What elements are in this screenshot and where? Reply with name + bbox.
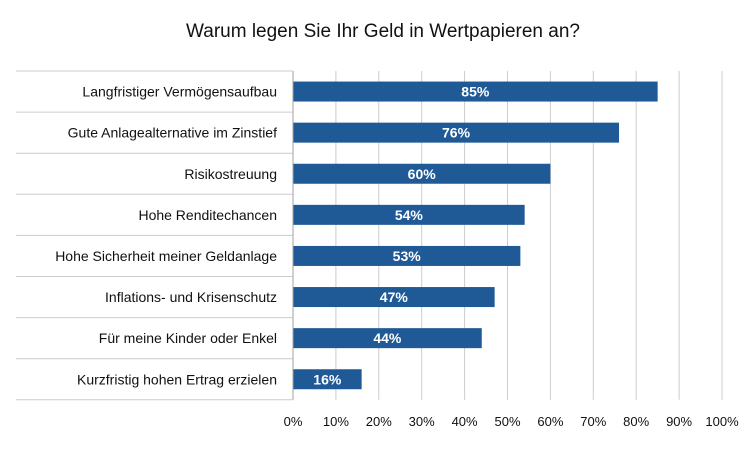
bar: [293, 369, 362, 390]
value-labels: 85% 76% 60% 54% 53% 47% 44% 16%: [313, 84, 490, 388]
category-label: Gute Anlagealternative im Zinstief: [68, 125, 277, 141]
category-label: Langfristiger Vermögensaufbau: [82, 84, 277, 100]
x-tick-label: 0%: [284, 414, 303, 429]
bar: [293, 245, 521, 266]
x-tick-labels: 0% 10% 20% 30% 40% 50% 60% 70% 80% 90% 100%: [284, 414, 739, 429]
bar-value-label: 76%: [442, 125, 471, 141]
bars: [293, 81, 658, 390]
bar: [293, 204, 525, 225]
bar: [293, 163, 551, 184]
x-tick-label: 90%: [666, 414, 692, 429]
bar-value-label: 44%: [373, 330, 402, 346]
bar-value-label: 60%: [408, 166, 437, 182]
bar: [293, 81, 658, 102]
bar: [293, 122, 620, 143]
bar-value-label: 53%: [393, 248, 422, 264]
category-labels: Langfristiger Vermögensaufbau Gute Anlage…: [55, 84, 277, 388]
category-label: Kurzfristig hohen Ertrag erzielen: [77, 371, 277, 387]
x-tick-label: 20%: [366, 414, 392, 429]
row-separators: [16, 70, 293, 401]
x-tick-label: 80%: [623, 414, 649, 429]
category-label: Hohe Renditechancen: [138, 207, 277, 223]
x-tick-label: 10%: [323, 414, 349, 429]
bar-value-label: 47%: [380, 289, 409, 305]
bar-value-label: 54%: [395, 207, 424, 223]
category-label: Hohe Sicherheit meiner Geldanlage: [55, 248, 277, 264]
category-label: Inflations- und Krisenschutz: [105, 289, 277, 305]
x-tick-label: 100%: [705, 414, 739, 429]
bar: [293, 287, 495, 308]
category-label: Für meine Kinder oder Enkel: [99, 330, 277, 346]
x-tick-label: 30%: [409, 414, 435, 429]
x-tick-label: 40%: [452, 414, 478, 429]
x-tick-label: 60%: [537, 414, 563, 429]
bar: [293, 328, 482, 349]
x-tick-label: 70%: [580, 414, 606, 429]
bar-value-label: 85%: [461, 84, 490, 100]
category-label: Risikostreuung: [184, 166, 277, 182]
chart-title: Warum legen Sie Ihr Geld in Wertpapieren…: [186, 21, 580, 42]
x-tick-label: 50%: [494, 414, 520, 429]
bar-value-label: 16%: [313, 371, 342, 387]
